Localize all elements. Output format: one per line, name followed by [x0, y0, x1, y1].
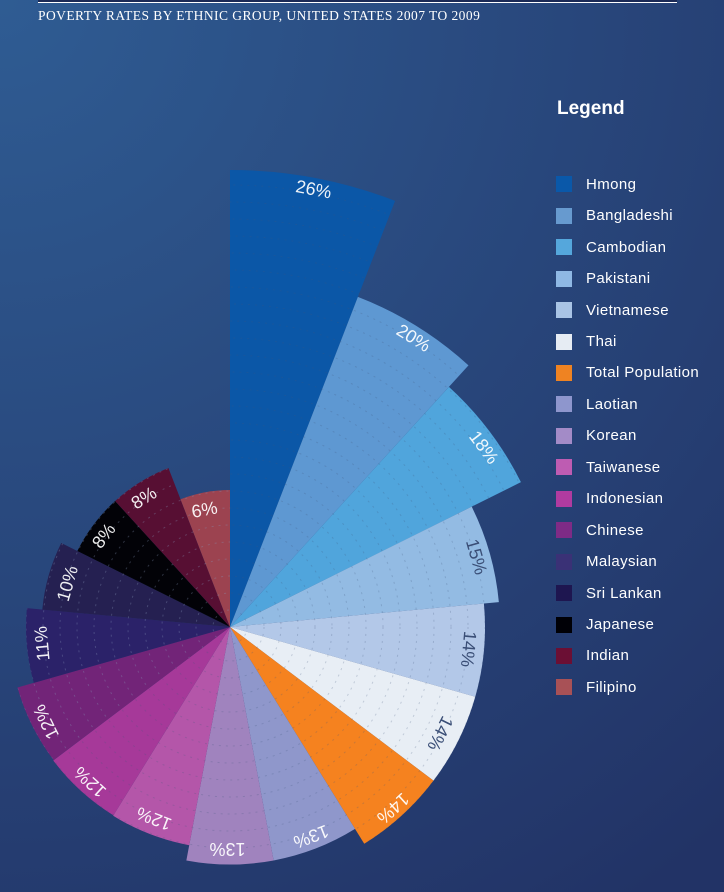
svg-text:13%: 13%: [209, 839, 245, 859]
svg-text:11%: 11%: [30, 625, 53, 661]
svg-text:14%: 14%: [457, 630, 480, 668]
svg-text:6%: 6%: [190, 497, 219, 521]
